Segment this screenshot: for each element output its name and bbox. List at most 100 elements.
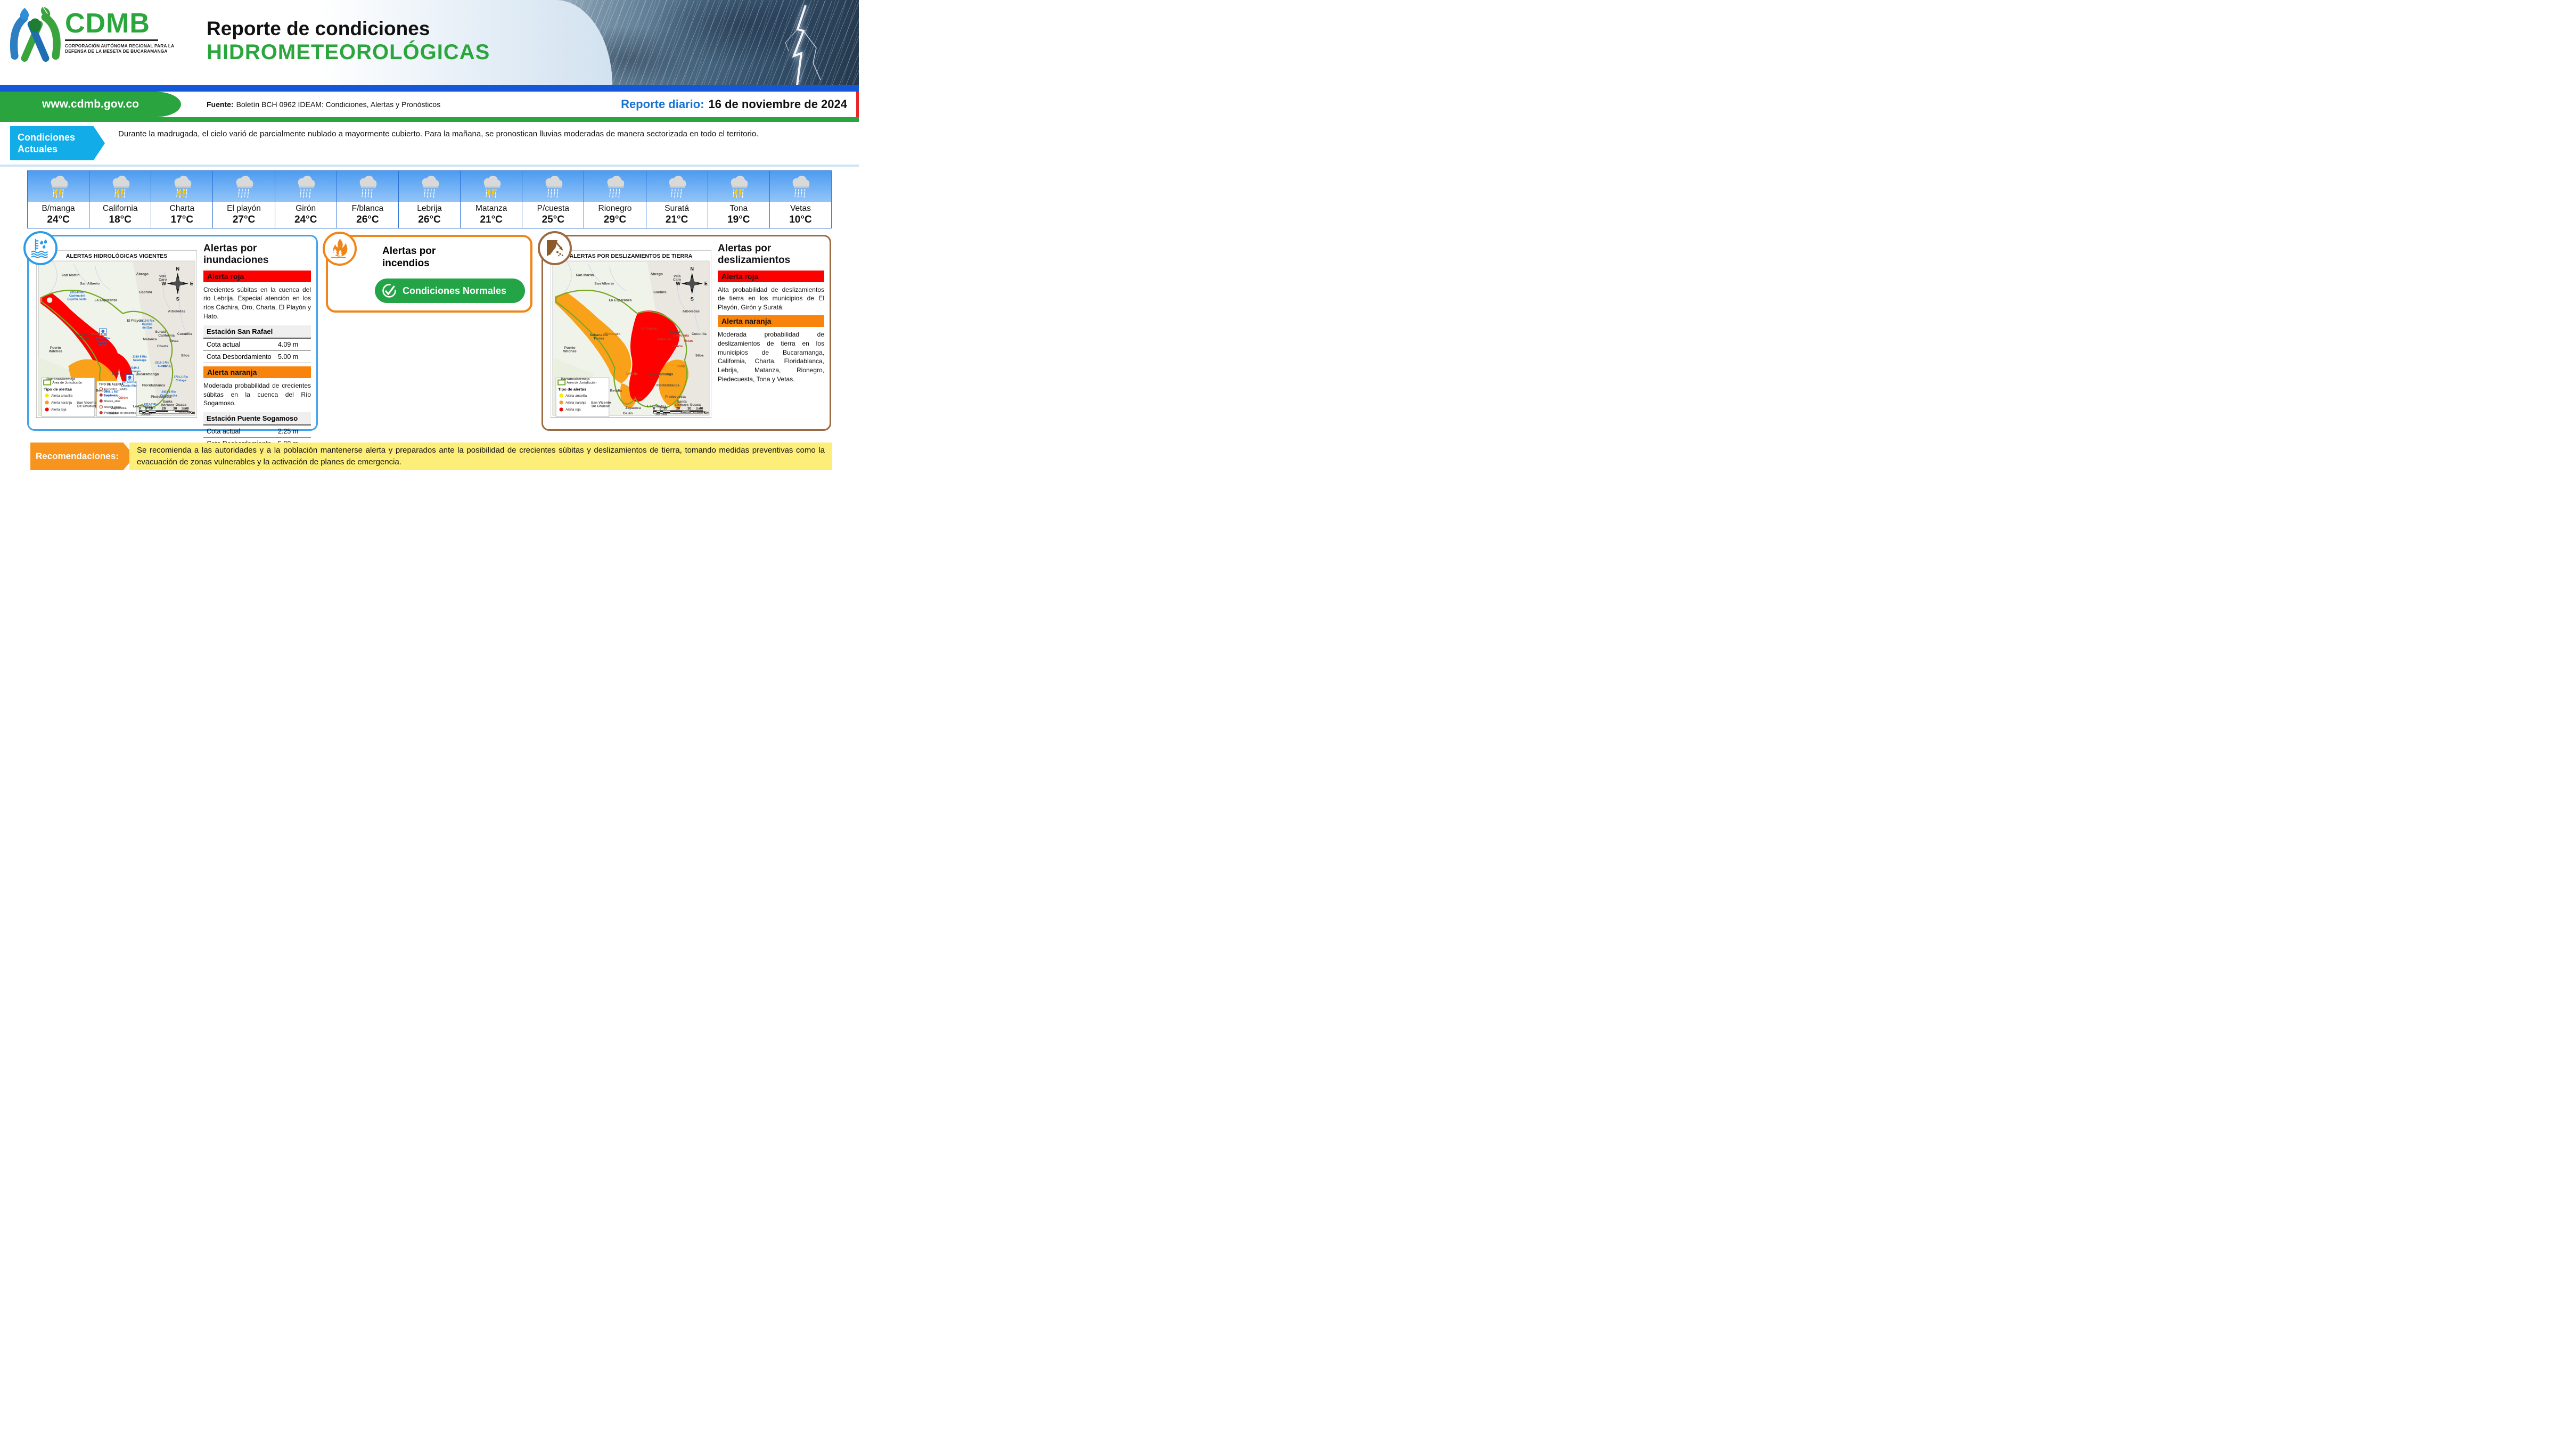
weather-icon: [28, 171, 89, 202]
map-label: Silos: [695, 354, 704, 357]
floods-heading: Alertas por inundaciones: [203, 243, 269, 266]
map-label: Los Santos: [647, 405, 666, 408]
landslides-red-alert-bar: Alerta roja: [718, 270, 824, 282]
landslides-map-title: ALERTAS POR DESLIZAMIENTOS DE TIERRA: [570, 253, 693, 259]
map-label: Matanza: [657, 338, 671, 341]
map-label: Guaca: [690, 403, 701, 407]
scale-bar: [653, 410, 703, 414]
fires-heading: Alertas por incendios: [382, 245, 436, 270]
report-date: 16 de noviembre de 2024: [708, 97, 847, 111]
map-label: Villa Caro: [673, 274, 681, 282]
map-label: Charta: [671, 345, 683, 348]
row-value: 2.25 m: [278, 428, 299, 436]
weather-column: Lebrija 26°C: [398, 171, 461, 228]
svg-text:W: W: [161, 281, 166, 286]
map-label: California: [672, 334, 689, 338]
alert-type-legend: TIPO DE ALERTA Crecientes_Súbitas Inunda…: [96, 381, 137, 417]
hydrology-badge: [23, 231, 58, 265]
map-label: 5: [660, 407, 662, 411]
recommendations-text: Se recomienda a las autoridades y a la p…: [137, 446, 825, 466]
city-temperature: 26°C: [356, 214, 379, 225]
svg-text:Inundacion: Inundacion: [104, 394, 118, 397]
city-name: El playón: [227, 204, 261, 213]
weather-column: P/cuesta 25°C: [522, 171, 585, 228]
city-name: California: [102, 204, 138, 213]
weather-icon: [398, 171, 461, 202]
svg-text:N: N: [176, 266, 179, 272]
map-label: 2319-1 Rio Surata: [155, 361, 169, 368]
city-name: B/manga: [42, 204, 75, 213]
weather-column: B/manga 24°C: [28, 171, 90, 228]
floods-map-canvas: N S E W Área de Jurisdicción Tipo de ale…: [38, 260, 195, 417]
weather-icon: [337, 171, 398, 202]
weather-column: Matanza 21°C: [461, 171, 523, 228]
map-label: Betulia: [96, 389, 108, 393]
map-label: Floridablanca: [657, 384, 679, 388]
map-label: San Alberto: [80, 282, 100, 285]
map-label: Barrancabermeja: [46, 378, 75, 381]
banner-panel: [0, 0, 612, 85]
logo-tagline-1: CORPORACIÓN AUTÓNOMA REGIONAL PARA LA: [65, 43, 175, 48]
subheader-bar: www.cdmb.gov.co Fuente: Boletín BCH 0962…: [0, 92, 859, 117]
fires-heading-line2: incendios: [382, 257, 430, 269]
map-label: San Martín: [61, 273, 79, 277]
floods-map-title: ALERTAS HIDROLÓGICAS VIGENTES: [66, 252, 168, 259]
svg-text:Área de Jurisdicción: Área de Jurisdicción: [567, 381, 597, 385]
map-label: Suratá: [155, 330, 166, 334]
top-banner: CDMB CORPORACIÓN AUTÓNOMA REGIONAL PARA …: [0, 0, 859, 85]
svg-text:Alerta roja: Alerta roja: [565, 408, 581, 412]
station-puente-sogamoso-header: Estación Puente Sogamoso: [203, 412, 311, 426]
map-label: Piedecuesta: [665, 395, 686, 399]
svg-text:Tipo de alertas: Tipo de alertas: [44, 387, 72, 392]
source-text: Boletín BCH 0962 IDEAM: Condiciones, Ale…: [236, 100, 441, 109]
map-label: 2319-3 Rionegro: [129, 366, 142, 373]
row-label: Cota Desbordamiento: [207, 353, 272, 361]
map-label: Zapatoca: [625, 406, 641, 410]
map-label: Vetas: [684, 339, 693, 343]
current-conditions-label: Condiciones Actuales: [10, 126, 105, 160]
city-name: Girón: [296, 204, 316, 213]
map-label: 2406-1 Rio Sogamoso: [104, 391, 119, 398]
map-label: 0: [653, 407, 655, 411]
map-label: Floridablanca: [142, 384, 165, 388]
map-label: Sabana De Torres: [590, 333, 608, 341]
map-label: Betulia: [610, 389, 622, 393]
weather-column: Tona 19°C: [708, 171, 770, 228]
city-name: Rionegro: [598, 204, 632, 213]
table-row: Cota actual 4.09 m: [203, 339, 311, 351]
weather-icon: [584, 171, 646, 202]
weather-column: Charta 17°C: [151, 171, 214, 228]
city-name: Matanza: [475, 204, 507, 213]
weather-icon: [708, 171, 769, 202]
weather-icon: [89, 171, 151, 202]
map-label: Cucutilla: [692, 332, 707, 336]
map-label: 30: [173, 407, 177, 411]
conditions-label-line2: Actuales: [18, 144, 58, 154]
map-label: Sabana De Torres: [76, 333, 94, 341]
svg-text:Alerta roja: Alerta roja: [51, 408, 67, 412]
map-label: Villa Caro: [159, 274, 167, 282]
cdmb-logo: CDMB CORPORACIÓN AUTÓNOMA REGIONAL PARA …: [9, 4, 174, 62]
weather-column: Vetas 10°C: [769, 171, 832, 228]
compass-rose: N S E W: [676, 266, 708, 301]
floods-red-alert-text: Crecientes súbitas en la cuenca del rio …: [203, 285, 311, 321]
landslides-orange-alert-text: Moderada probabilidad de deslizamientos …: [718, 331, 824, 383]
map-label: Bucaramanga: [135, 373, 159, 376]
table-row: Cota Desbordamiento 5.00 m: [203, 351, 311, 363]
svg-text:Alerta amarilla: Alerta amarilla: [565, 394, 587, 398]
svg-text:E: E: [190, 281, 193, 286]
city-temperature: 29°C: [603, 214, 627, 225]
svg-text:TIPO DE ALERTA: TIPO DE ALERTA: [99, 383, 124, 387]
city-temperature: 24°C: [294, 214, 317, 225]
city-name: Suratá: [664, 204, 689, 213]
weather-icon: [213, 171, 275, 202]
landslides-map: ALERTAS POR DESLIZAMIENTOS DE TIERRA: [551, 242, 711, 426]
map-label: 40: [699, 407, 703, 411]
current-conditions-section: Condiciones Actuales Durante la madrugad…: [0, 126, 859, 160]
website-link[interactable]: www.cdmb.gov.co: [42, 98, 140, 110]
map-label: Zapatoca: [111, 406, 126, 410]
map-label: Girón: [118, 396, 128, 400]
svg-text:Crecientes_Súbitas: Crecientes_Súbitas: [104, 388, 128, 391]
page-title: Reporte de condiciones HIDROMETEOROLÓGIC…: [207, 18, 490, 64]
map-label: Cáchira: [139, 290, 152, 294]
